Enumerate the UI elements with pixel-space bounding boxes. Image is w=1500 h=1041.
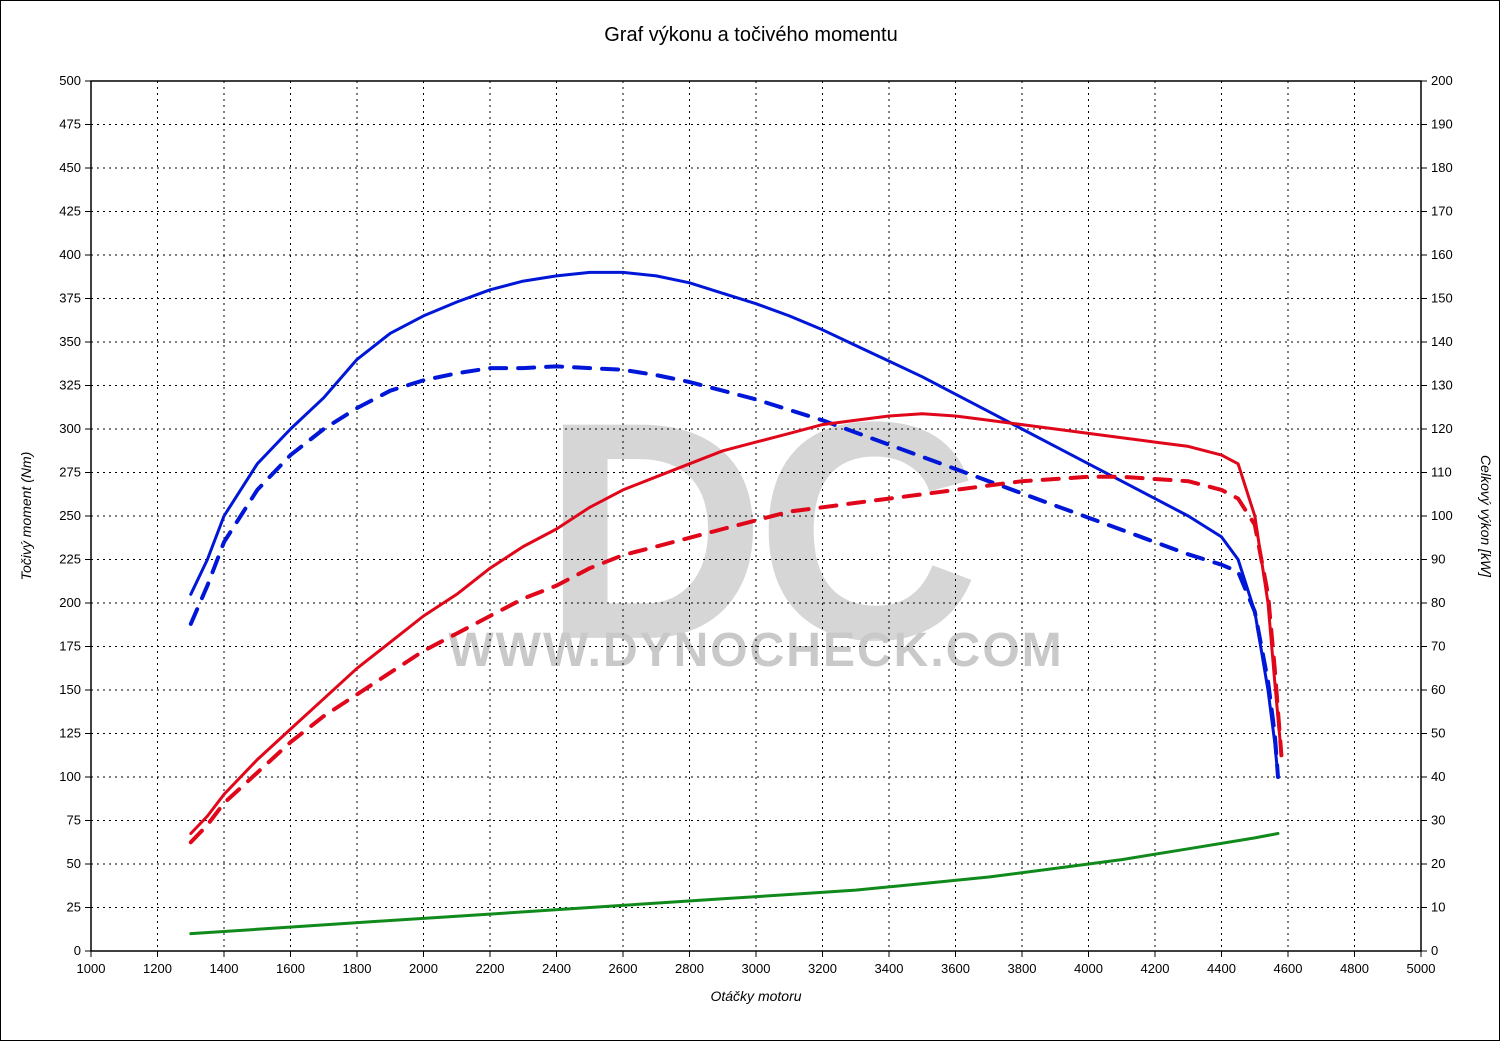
y-right-tick-label: 80 (1431, 595, 1445, 610)
y-right-tick-label: 90 (1431, 552, 1445, 567)
y-right-tick-label: 30 (1431, 813, 1445, 828)
x-tick-label: 3200 (808, 961, 837, 976)
y-left-tick-label: 200 (59, 595, 81, 610)
y-left-tick-label: 250 (59, 508, 81, 523)
chart-title: Graf výkonu a točivého momentu (604, 24, 897, 46)
x-tick-label: 1200 (143, 961, 172, 976)
x-tick-label: 2600 (609, 961, 638, 976)
x-tick-label: 3000 (742, 961, 771, 976)
x-tick-label: 1000 (77, 961, 106, 976)
y-left-tick-label: 175 (59, 639, 81, 654)
x-tick-label: 1600 (276, 961, 305, 976)
x-tick-label: 2400 (542, 961, 571, 976)
y-left-tick-label: 500 (59, 73, 81, 88)
x-tick-label: 1800 (343, 961, 372, 976)
y-left-tick-label: 475 (59, 117, 81, 132)
x-tick-label: 1400 (210, 961, 239, 976)
y-left-axis-label: Točivý moment (Nm) (18, 452, 34, 581)
y-left-tick-label: 300 (59, 421, 81, 436)
x-tick-label: 2200 (476, 961, 505, 976)
y-left-tick-label: 225 (59, 552, 81, 567)
y-right-axis-label: Celkový výkon [kW] (1478, 455, 1494, 578)
y-right-tick-label: 130 (1431, 378, 1453, 393)
dyno-chart-svg: DCWWW.DYNOCHECK.COM100012001400160018002… (1, 1, 1500, 1041)
x-tick-label: 2800 (675, 961, 704, 976)
y-left-tick-label: 25 (67, 900, 81, 915)
x-tick-label: 3800 (1008, 961, 1037, 976)
x-tick-label: 4600 (1274, 961, 1303, 976)
y-right-tick-label: 190 (1431, 117, 1453, 132)
y-right-tick-label: 200 (1431, 73, 1453, 88)
x-tick-label: 3400 (875, 961, 904, 976)
x-tick-label: 2000 (409, 961, 438, 976)
y-left-tick-label: 100 (59, 769, 81, 784)
y-right-tick-label: 180 (1431, 160, 1453, 175)
y-left-tick-label: 400 (59, 247, 81, 262)
y-right-tick-label: 70 (1431, 639, 1445, 654)
y-right-tick-label: 20 (1431, 856, 1445, 871)
x-tick-label: 4800 (1340, 961, 1369, 976)
y-right-tick-label: 60 (1431, 682, 1445, 697)
x-tick-label: 4000 (1074, 961, 1103, 976)
y-left-tick-label: 150 (59, 682, 81, 697)
y-right-tick-label: 100 (1431, 508, 1453, 523)
y-right-tick-label: 10 (1431, 900, 1445, 915)
y-left-tick-label: 425 (59, 204, 81, 219)
y-right-tick-label: 0 (1431, 943, 1438, 958)
x-tick-label: 5000 (1407, 961, 1436, 976)
y-left-tick-label: 0 (74, 943, 81, 958)
y-right-tick-label: 40 (1431, 769, 1445, 784)
y-left-tick-label: 350 (59, 334, 81, 349)
x-tick-label: 4400 (1207, 961, 1236, 976)
y-left-tick-label: 275 (59, 465, 81, 480)
chart-container: DCWWW.DYNOCHECK.COM100012001400160018002… (0, 0, 1500, 1041)
y-right-tick-label: 50 (1431, 726, 1445, 741)
y-left-tick-label: 50 (67, 856, 81, 871)
y-right-tick-label: 150 (1431, 291, 1453, 306)
x-tick-label: 3600 (941, 961, 970, 976)
y-left-tick-label: 325 (59, 378, 81, 393)
x-axis-label: Otáčky motoru (710, 988, 801, 1004)
y-right-tick-label: 160 (1431, 247, 1453, 262)
y-left-tick-label: 75 (67, 813, 81, 828)
y-right-tick-label: 170 (1431, 204, 1453, 219)
y-right-tick-label: 110 (1431, 465, 1452, 480)
y-right-tick-label: 140 (1431, 334, 1453, 349)
y-right-tick-label: 120 (1431, 421, 1453, 436)
y-left-tick-label: 375 (59, 291, 81, 306)
x-tick-label: 4200 (1141, 961, 1170, 976)
y-left-tick-label: 450 (59, 160, 81, 175)
y-left-tick-label: 125 (59, 726, 81, 741)
